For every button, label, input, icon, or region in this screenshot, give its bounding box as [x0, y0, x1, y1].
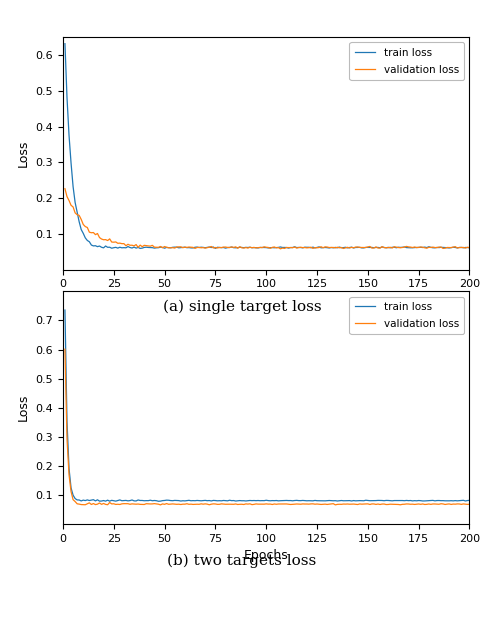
validation loss: [434, 500, 440, 508]
X-axis label: Epochs: Epochs: [244, 295, 288, 308]
train loss: [62, 40, 68, 47]
validation loss: [172, 500, 178, 508]
Legend: train loss, validation loss: train loss, validation loss: [349, 296, 464, 334]
validation loss: [62, 185, 68, 192]
validation loss: [467, 244, 472, 251]
validation loss: [137, 500, 143, 508]
train loss: [434, 244, 440, 251]
Legend: train loss, validation loss: train loss, validation loss: [349, 42, 464, 80]
validation loss: [62, 345, 68, 353]
validation loss: [448, 501, 454, 508]
train loss: [155, 497, 161, 505]
train loss: [139, 244, 145, 252]
train loss: [137, 497, 143, 504]
train loss: [78, 226, 84, 233]
train loss: [87, 238, 92, 246]
train loss: [62, 306, 68, 314]
Y-axis label: Loss: Loss: [17, 140, 30, 167]
train loss: [467, 497, 472, 504]
train loss: [172, 497, 178, 504]
Line: train loss: train loss: [65, 310, 469, 501]
validation loss: [137, 241, 143, 249]
validation loss: [448, 244, 454, 251]
Y-axis label: Loss: Loss: [17, 394, 30, 422]
train loss: [172, 244, 178, 251]
Line: train loss: train loss: [65, 43, 469, 249]
validation loss: [87, 499, 92, 507]
validation loss: [78, 216, 84, 223]
validation loss: [170, 244, 176, 251]
Line: validation loss: validation loss: [65, 188, 469, 249]
validation loss: [434, 244, 440, 251]
Text: (b) two targets loss: (b) two targets loss: [167, 554, 317, 569]
validation loss: [158, 501, 164, 508]
X-axis label: Epochs: Epochs: [244, 549, 288, 562]
train loss: [448, 244, 454, 251]
validation loss: [78, 501, 84, 508]
validation loss: [277, 245, 283, 252]
train loss: [448, 497, 454, 505]
train loss: [87, 497, 92, 504]
train loss: [467, 244, 472, 252]
Text: (a) single target loss: (a) single target loss: [163, 299, 321, 314]
validation loss: [87, 228, 92, 236]
train loss: [78, 497, 84, 505]
Line: validation loss: validation loss: [65, 349, 469, 505]
validation loss: [467, 500, 472, 508]
train loss: [434, 497, 440, 504]
train loss: [137, 245, 143, 252]
